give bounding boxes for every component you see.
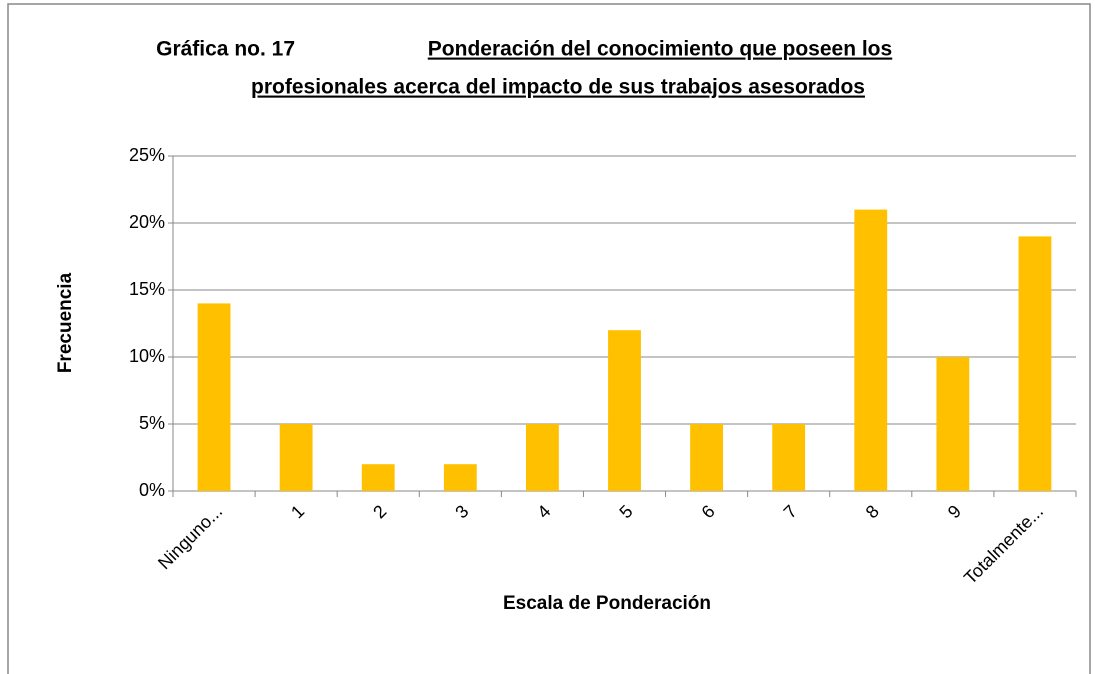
x-tick-label: 8 [862,501,883,522]
x-tick-label: Totalmente... [960,501,1047,588]
y-tick-label: 10% [129,346,165,366]
y-tick-label: 5% [139,413,165,433]
x-tick-label: 9 [944,501,965,522]
bar [443,464,477,491]
x-axis-title: Escala de Ponderación [503,593,711,614]
x-tick-label: 3 [451,501,472,522]
bar [772,424,806,491]
y-tick-label: 20% [129,212,165,232]
x-tick-label: 5 [615,501,636,522]
x-tick-label: Ninguno... [154,501,226,573]
x-tick-label: 7 [780,501,801,522]
chart-title: profesionales acerca del impacto de sus … [251,76,865,99]
x-tick-label: 1 [287,501,308,522]
y-tick-label: 0% [139,480,165,500]
x-tick-label: 4 [533,501,554,522]
x-tick-label: 2 [369,501,390,522]
bar [690,424,724,491]
bar [854,209,888,491]
y-axis-title: Frecuencia [55,272,76,373]
bar [197,303,231,491]
bar [361,464,395,491]
chart-frame [7,3,1091,674]
bar [608,330,641,491]
bar [525,424,559,491]
y-tick-label: 25% [129,145,165,165]
bar [936,357,970,491]
chart-title-prefix: Gráfica no. 17 [156,38,295,61]
chart-title: Ponderación del conocimiento que poseen … [428,38,892,61]
bar [1018,236,1052,491]
x-tick-label: 6 [698,501,719,522]
bar [279,424,313,491]
y-tick-label: 15% [129,279,165,299]
